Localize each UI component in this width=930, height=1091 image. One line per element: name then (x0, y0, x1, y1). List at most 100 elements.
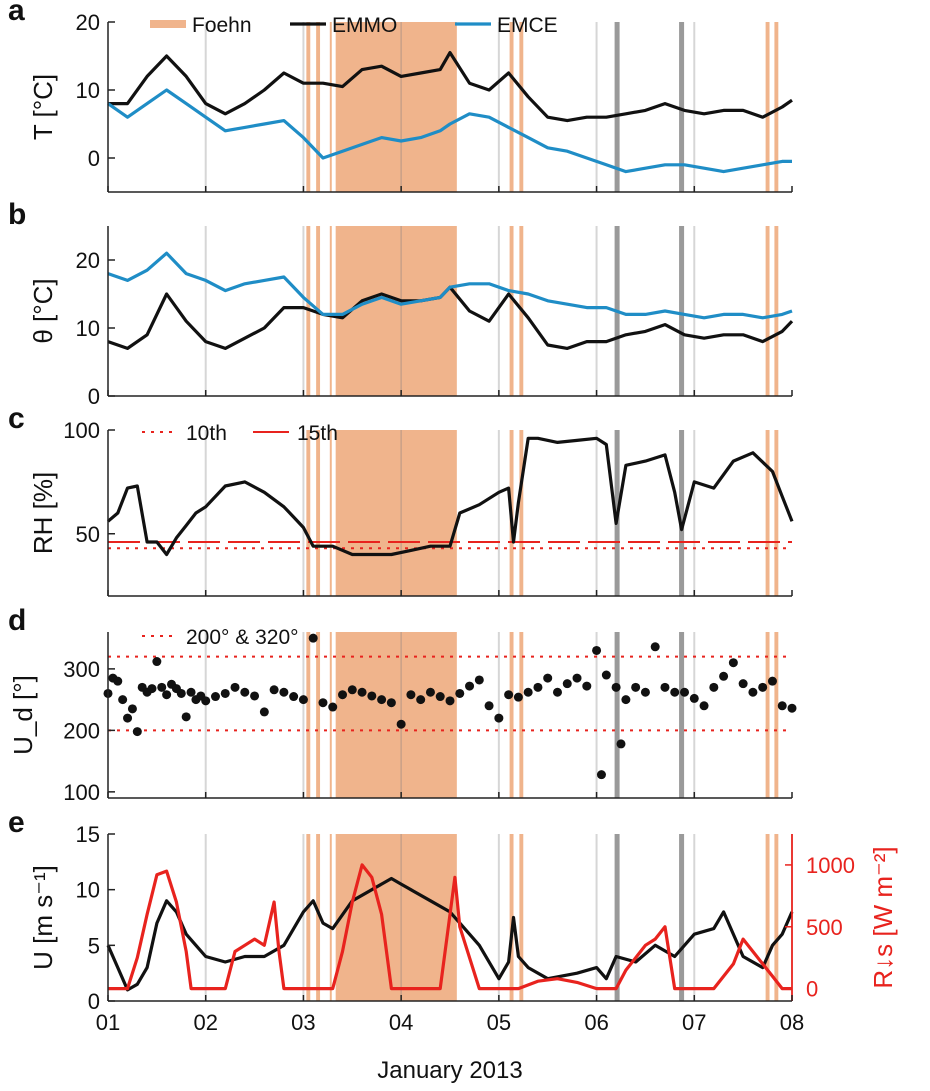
scatter-point (406, 690, 416, 700)
grey-marker (614, 834, 620, 1001)
scatter-point (758, 682, 768, 692)
y-tick-label: 50 (76, 522, 100, 547)
scatter-point (484, 701, 494, 711)
foehn-band (519, 22, 524, 192)
y-tick-label: 100 (63, 418, 100, 443)
foehn-band (306, 834, 311, 1001)
y-tick-label: 0 (88, 146, 100, 171)
scatter-point (738, 679, 748, 689)
panel-a: 0 10 20 a T [°C] Foehn EMMO EMCE (8, 0, 793, 193)
y-axis-label: U_d [°] (8, 675, 38, 755)
scatter-point (596, 770, 606, 780)
scatter-point (127, 704, 137, 714)
scatter-point (230, 682, 240, 692)
y-tick-label-right: 1000 (806, 853, 855, 878)
panel-d: 100 200 300 d U_d [°] 200° & 320° (8, 604, 797, 805)
scatter-point (465, 681, 475, 691)
panel-letter: a (8, 0, 25, 27)
scatter-point (279, 687, 289, 697)
scatter-point (601, 670, 611, 680)
x-axis-labels: 01 02 03 04 05 06 07 08 January 2013 (96, 1010, 804, 1084)
x-tick-label: 02 (193, 1010, 217, 1035)
scatter-point (347, 685, 357, 695)
scatter-point (396, 719, 406, 729)
foehn-band (774, 22, 779, 192)
y-axis-label: RH [%] (28, 472, 58, 554)
scatter-point (640, 687, 650, 697)
scatter-point (210, 692, 220, 702)
series-line-rh (106, 436, 794, 557)
scatter-point (552, 687, 562, 697)
scatter-point (289, 692, 299, 702)
grey-marker (679, 22, 685, 192)
foehn-band (306, 430, 311, 596)
y-tick-label: 10 (76, 78, 100, 103)
foehn-band (316, 834, 321, 1001)
y-axis-label: θ [°C] (28, 278, 58, 343)
y-tick-label: 300 (63, 657, 100, 682)
x-tick-label: 07 (682, 1010, 706, 1035)
scatter-point (318, 698, 328, 708)
foehn-band (335, 834, 457, 1001)
foehn-band (509, 834, 514, 1001)
scatter-point (298, 695, 308, 705)
foehn-band (774, 226, 779, 396)
y-tick-label: 20 (76, 10, 100, 35)
scatter-point (367, 691, 377, 701)
foehn-band (316, 430, 321, 596)
foehn-band (316, 632, 321, 798)
scatter-point (621, 695, 631, 705)
grey-marker (679, 632, 685, 798)
x-tick-label: 06 (584, 1010, 608, 1035)
scatter-point (220, 688, 230, 698)
scatter-point (308, 633, 318, 643)
scatter-point (328, 702, 338, 712)
scatter-point (118, 695, 128, 705)
scatter-point (386, 698, 396, 708)
foehn-band (306, 22, 311, 192)
grey-marker (614, 632, 620, 798)
legend-label: 200° & 320° (186, 626, 299, 649)
series-line-emce (107, 251, 793, 320)
scatter-point (670, 687, 680, 697)
scatter-point (259, 707, 269, 717)
legend-label: EMCE (497, 14, 558, 37)
foehn-band (329, 22, 332, 192)
legend-label: 15th (297, 422, 338, 445)
scatter-point (416, 695, 426, 705)
series-line-u (106, 876, 794, 992)
legend-label: EMMO (332, 14, 397, 37)
scatter-point (660, 682, 670, 692)
foehn-band (765, 22, 770, 192)
y-tick-label: 100 (63, 780, 100, 805)
foehn-band (765, 632, 770, 798)
x-tick-label: 01 (96, 1010, 120, 1035)
scatter-point (533, 682, 543, 692)
scatter-point (787, 703, 797, 713)
x-tick-label: 08 (780, 1010, 804, 1035)
y-tick-label: 0 (88, 989, 100, 1014)
foehn-band (329, 632, 332, 798)
scatter-point (152, 657, 162, 667)
legend-label: 10th (186, 422, 227, 445)
y-axis-label: U [m s⁻¹] (28, 865, 58, 970)
scatter-point (269, 685, 279, 695)
panel-e: 0 5 10 15 0 500 1000 eU [m s⁻¹] R↓s [W m⁻²] (8, 806, 898, 1014)
scatter-point (474, 675, 484, 685)
panel-letter: b (8, 198, 26, 231)
scatter-point (616, 739, 626, 749)
panel-letter: d (8, 604, 26, 637)
scatter-point (338, 690, 348, 700)
scatter-point (504, 690, 514, 700)
scatter-point (435, 692, 445, 702)
grey-marker (679, 430, 685, 596)
x-tick-label: 04 (389, 1010, 413, 1035)
series-line-rs (108, 863, 792, 991)
scatter-point (123, 713, 133, 723)
foehn-band (509, 226, 514, 396)
scatter-point (377, 695, 387, 705)
scatter-point (445, 696, 455, 706)
y-tick-label: 20 (76, 248, 100, 273)
foehn-band (329, 834, 332, 1001)
